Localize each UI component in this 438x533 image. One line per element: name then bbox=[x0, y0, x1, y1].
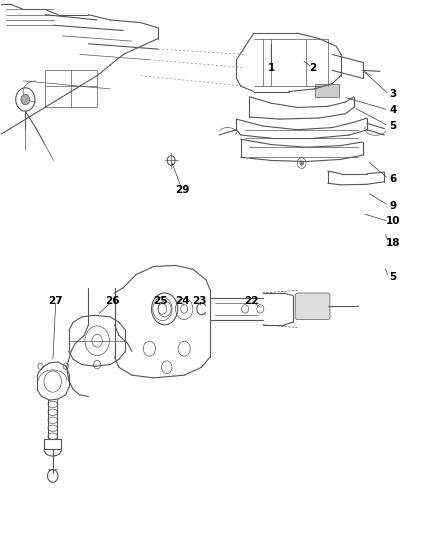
Text: 26: 26 bbox=[105, 296, 120, 306]
FancyBboxPatch shape bbox=[315, 84, 339, 97]
Circle shape bbox=[21, 94, 30, 105]
Text: 1: 1 bbox=[268, 63, 275, 72]
Text: 10: 10 bbox=[386, 216, 400, 227]
Text: 22: 22 bbox=[244, 296, 259, 306]
Text: 9: 9 bbox=[389, 200, 397, 211]
Circle shape bbox=[300, 161, 304, 165]
Text: 6: 6 bbox=[389, 174, 397, 184]
Text: 25: 25 bbox=[153, 296, 167, 306]
Text: 2: 2 bbox=[309, 63, 316, 72]
FancyBboxPatch shape bbox=[295, 293, 330, 319]
Text: 27: 27 bbox=[49, 296, 63, 306]
Text: 29: 29 bbox=[175, 184, 189, 195]
Text: 23: 23 bbox=[192, 296, 207, 306]
Text: 4: 4 bbox=[389, 105, 397, 115]
Text: 5: 5 bbox=[389, 272, 397, 282]
Text: 24: 24 bbox=[175, 296, 189, 306]
Text: 5: 5 bbox=[389, 121, 397, 131]
Text: 18: 18 bbox=[386, 238, 400, 248]
Text: 3: 3 bbox=[389, 89, 397, 99]
